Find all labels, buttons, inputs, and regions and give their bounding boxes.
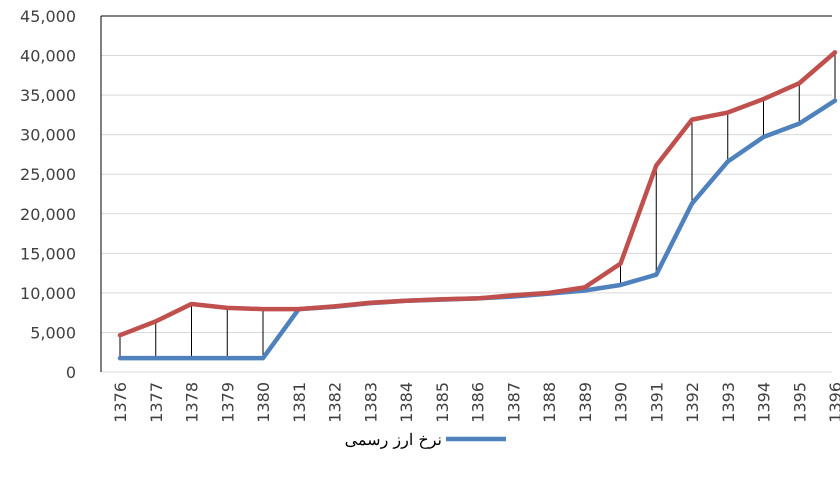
y-tick-label: 45,000 (20, 7, 76, 26)
y-tick-label: 25,000 (20, 165, 76, 184)
y-axis-tick-labels: 0 5,000 10,000 15,000 20,000 25,000 30,000 35,0… (20, 7, 76, 382)
x-tick-label: 1378 (183, 382, 202, 423)
x-tick-label: 1382 (326, 382, 345, 423)
y-tick-label: 15,000 (20, 244, 76, 263)
y-tick-label: 10,000 (20, 284, 76, 303)
x-tick-label: 1380 (254, 382, 273, 423)
x-tick-label: 1383 (361, 382, 380, 423)
y-tick-label: 35,000 (20, 86, 76, 105)
x-tick-label: 1387 (504, 382, 523, 423)
x-axis-tick-labels: 1376 1377 1378 1379 1380 1381 1382 1383 1384 1385… (111, 382, 840, 423)
drop-lines (119, 52, 836, 359)
legend: نرخ ارز رسمی (345, 430, 506, 449)
x-tick-label: 1381 (290, 382, 309, 423)
x-tick-label: 1388 (540, 382, 559, 423)
x-tick-label: 1394 (755, 382, 774, 423)
y-tick-label: 5,000 (30, 323, 76, 342)
x-tick-label: 1396 (826, 382, 840, 423)
x-tick-label: 1390 (612, 382, 631, 423)
x-tick-label: 1379 (218, 382, 237, 423)
y-tick-label: 20,000 (20, 205, 76, 224)
legend-label-official-rate: نرخ ارز رسمی (345, 430, 442, 449)
axes (100, 15, 832, 373)
series-line-1 (117, 50, 838, 338)
y-tick-label: 0 (66, 363, 76, 382)
y-tick-label: 30,000 (20, 126, 76, 145)
x-tick-label: 1391 (647, 382, 666, 423)
x-tick-label: 1376 (111, 382, 130, 423)
x-tick-label: 1377 (147, 382, 166, 423)
x-tick-label: 1393 (719, 382, 738, 423)
x-tick-label: 1386 (469, 382, 488, 423)
gridlines (101, 15, 832, 333)
x-tick-label: 1395 (790, 382, 809, 423)
x-tick-label: 1389 (576, 382, 595, 423)
y-tick-label: 40,000 (20, 47, 76, 66)
x-tick-label: 1384 (397, 382, 416, 423)
series-lines (117, 50, 838, 361)
x-tick-label: 1392 (683, 382, 702, 423)
x-tick-label: 1385 (433, 382, 452, 423)
